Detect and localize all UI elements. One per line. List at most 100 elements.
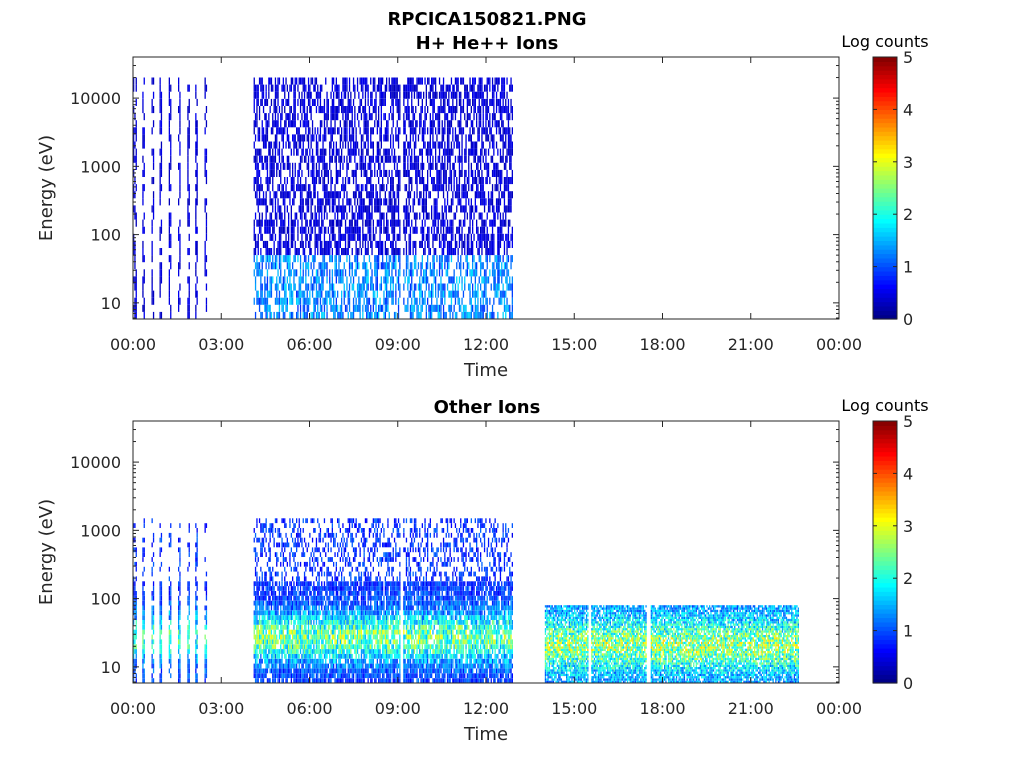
spectrogram-cell (306, 162, 308, 170)
spectrogram-cell (382, 177, 384, 185)
spectrogram-cell (395, 198, 397, 206)
spectrogram-cell (448, 148, 450, 156)
spectrogram-cell (415, 212, 417, 220)
spectrogram-cell (419, 212, 421, 220)
spectrogram-cell (472, 127, 474, 135)
spectrogram-cell (448, 290, 450, 298)
spectrogram-cell (478, 177, 480, 185)
spectrogram-cell (256, 605, 258, 611)
spectrogram-cell (407, 219, 409, 227)
spectrogram-cell (310, 191, 312, 199)
spectrogram-cell (350, 198, 352, 206)
spectrogram-cell (152, 591, 155, 596)
spectrogram-cell (282, 255, 284, 263)
spectrogram-cell (302, 184, 304, 192)
spectrogram-cell (384, 127, 386, 135)
spectrogram-cell (464, 148, 466, 156)
spectrogram-cell (407, 262, 409, 270)
panel-1-x-label: Time (463, 360, 508, 381)
spectrogram-cell (264, 304, 266, 312)
spectrogram-cell (440, 141, 442, 149)
spectrogram-cell (458, 141, 461, 149)
spectrogram-cell (319, 91, 322, 99)
spectrogram-cell (450, 177, 453, 185)
spectrogram-cell (337, 91, 339, 99)
spectrogram-cell (274, 198, 277, 206)
spectrogram-cell (493, 141, 495, 149)
spectrogram-cell (330, 155, 332, 163)
spectrogram-cell (423, 233, 425, 241)
spectrogram-cell (196, 290, 198, 298)
spectrogram-cell (347, 311, 349, 319)
spectrogram-cell (442, 191, 445, 199)
spectrogram-cell (384, 283, 386, 291)
spectrogram-cell (292, 226, 294, 234)
spectrogram-cell (341, 127, 343, 135)
spectrogram-cell (462, 98, 465, 106)
colorbar-swatch (873, 240, 897, 246)
spectrogram-cell (341, 212, 343, 220)
spectrogram-cell (460, 169, 462, 177)
spectrogram-cell (421, 205, 423, 213)
spectrogram-cell (143, 624, 145, 630)
spectrogram-cell (452, 283, 454, 291)
spectrogram-cell (367, 177, 369, 185)
colorbar-swatch (873, 96, 897, 102)
spectrogram-cell (159, 586, 161, 591)
spectrogram-cell (299, 290, 302, 298)
spectrogram-cell (264, 571, 266, 577)
spectrogram-cell (486, 134, 488, 142)
spectrogram-cell (343, 191, 345, 199)
spectrogram-cell (427, 106, 429, 114)
spectrogram-cell (265, 663, 267, 669)
spectrogram-cell (379, 297, 381, 305)
spectrogram-cell (284, 269, 286, 277)
spectrogram-cell (436, 297, 438, 305)
spectrogram-cell (301, 169, 303, 177)
spectrogram-cell (341, 233, 343, 241)
spectrogram-cell (298, 290, 300, 298)
spectrogram-cell (280, 205, 282, 213)
spectrogram-cell (262, 84, 265, 92)
spectrogram-cell (135, 98, 137, 106)
spectrogram-cell (323, 240, 326, 248)
spectrogram-cell (170, 595, 172, 601)
spectrogram-cell (450, 276, 453, 284)
spectrogram-cell (142, 127, 144, 135)
spectrogram-cell (187, 600, 189, 606)
spectrogram-cell (135, 269, 137, 277)
spectrogram-cell (397, 127, 400, 135)
spectrogram-cell (465, 155, 467, 163)
spectrogram-cell (498, 226, 500, 234)
spectrogram-cell (270, 127, 273, 135)
spectrogram-cell (379, 162, 381, 170)
spectrogram-cell (205, 198, 208, 206)
spectrogram-cell (266, 658, 269, 664)
spectrogram-cell (386, 219, 388, 227)
spectrogram-cell (390, 219, 392, 227)
spectrogram-cell (470, 106, 472, 114)
spectrogram-cell (168, 198, 170, 206)
spectrogram-cell (159, 84, 161, 92)
spectrogram-cell (399, 269, 401, 277)
spectrogram-cell (404, 120, 406, 128)
spectrogram-cell (452, 98, 454, 106)
spectrogram-cell (142, 191, 144, 199)
spectrogram-cell (266, 205, 269, 213)
spectrogram-cell (395, 134, 397, 142)
spectrogram-cell (396, 205, 398, 213)
spectrogram-cell (196, 586, 198, 591)
spectrogram-cell (393, 233, 396, 241)
spectrogram-cell (354, 198, 356, 206)
spectrogram-cell (466, 240, 468, 248)
spectrogram-cell (261, 615, 263, 620)
spectrogram-cell (460, 106, 462, 114)
spectrogram-cell (482, 198, 484, 206)
spectrogram-cell (364, 162, 367, 170)
spectrogram-cell (204, 586, 206, 591)
spectrogram-cell (284, 219, 286, 227)
spectrogram-cell (371, 127, 373, 135)
spectrogram-cell (168, 212, 170, 220)
spectrogram-cell (487, 120, 490, 128)
spectrogram-cell (179, 644, 181, 650)
